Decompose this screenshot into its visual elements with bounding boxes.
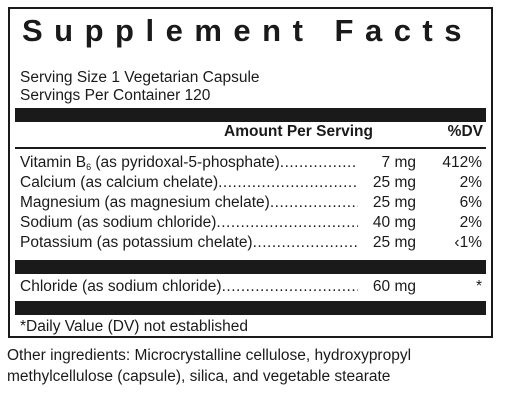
nutrient-row-chloride: Chloride (as sodium chloride) 60 mg * xyxy=(20,277,486,297)
nutrient-amount: 25 mg xyxy=(358,193,416,213)
nutrient-name: Chloride (as sodium chloride) xyxy=(20,277,408,297)
nutrient-dv: * xyxy=(475,278,482,295)
nutrient-amount: 25 mg xyxy=(358,173,416,193)
nutrient-row-potassium: Potassium (as potassium chelate) 25 mg ‹… xyxy=(20,233,486,253)
nutrient-amount: 60 mg xyxy=(358,277,416,297)
serving-size: Serving Size 1 Vegetarian Capsule xyxy=(20,69,260,86)
dv-header: %DV xyxy=(447,123,483,140)
thick-divider xyxy=(15,108,486,122)
nutrient-name: Vitamin B6 (as pyridoxal-5-phosphate) xyxy=(20,153,408,177)
nutrient-amount: 40 mg xyxy=(358,213,416,233)
dv-footnote: *Daily Value (DV) not established xyxy=(20,318,249,335)
nutrient-row-magnesium: Magnesium (as magnesium chelate) 25 mg 6… xyxy=(20,193,486,213)
nutrient-dv: 412% xyxy=(442,154,482,171)
nutrient-dv: 2% xyxy=(459,214,482,231)
amount-per-serving-header: Amount Per Serving xyxy=(224,123,373,140)
thick-divider xyxy=(15,260,486,274)
nutrient-row-sodium: Sodium (as sodium chloride) 40 mg 2% xyxy=(20,213,486,233)
nutrient-name: Sodium (as sodium chloride) xyxy=(20,213,408,233)
nutrient-dv: 2% xyxy=(459,174,482,191)
thick-divider xyxy=(15,301,486,315)
supplement-facts-panel: Supplement Facts Serving Size 1 Vegetari… xyxy=(8,7,493,338)
nutrient-row-vitamin-b6: Vitamin B6 (as pyridoxal-5-phosphate) 7 … xyxy=(20,153,486,173)
nutrient-name: Calcium (as calcium chelate) xyxy=(20,173,408,193)
nutrient-amount: 25 mg xyxy=(358,233,416,253)
servings-per-container: Servings Per Container 120 xyxy=(20,87,211,104)
nutrient-row-calcium: Calcium (as calcium chelate) 25 mg 2% xyxy=(20,173,486,193)
panel-title: Supplement Facts xyxy=(22,13,473,48)
nutrient-name: Potassium (as potassium chelate) xyxy=(20,233,408,253)
nutrient-dv: ‹1% xyxy=(454,234,482,251)
header-divider xyxy=(15,147,486,149)
other-ingredients: Other ingredients: Microcrystalline cell… xyxy=(7,347,412,385)
nutrient-dv: 6% xyxy=(459,194,482,211)
nutrient-amount: 7 mg xyxy=(358,153,416,173)
nutrient-name: Magnesium (as magnesium chelate) xyxy=(20,193,408,213)
